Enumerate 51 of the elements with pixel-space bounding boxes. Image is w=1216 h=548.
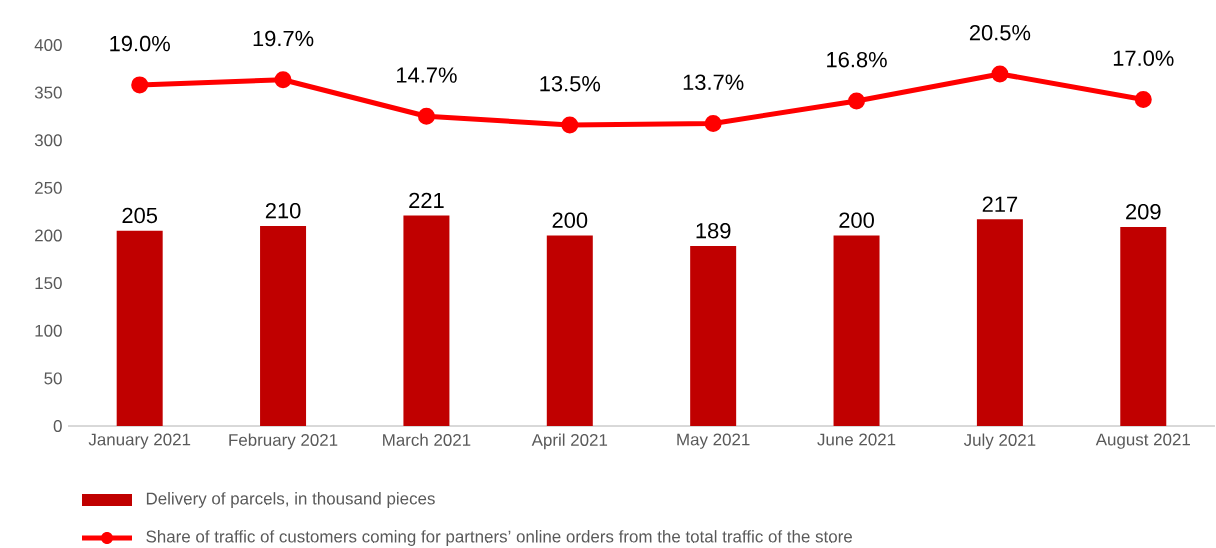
data-label: 14.7% [397,67,457,83]
point [417,107,435,125]
bar [116,230,163,426]
legend-label: Delivery of parcels, in thousand pieces [146,492,435,508]
y-tick-label: 150 [35,277,62,290]
data-label: 20.5% [969,24,1031,41]
bar [260,225,307,426]
y-tick-label: 400 [34,39,62,51]
point [131,76,149,94]
data-label: 200 [839,212,874,228]
bar [403,215,450,426]
data-label: 200 [552,212,588,228]
point [991,65,1009,83]
y-tick-label: 0 [53,420,62,432]
x-tick-label: January 2021 [88,433,191,449]
point [1134,90,1152,108]
bar [690,245,737,426]
bar [546,235,593,426]
bar [833,235,880,426]
point [848,92,866,110]
data-label: 19.7% [253,30,314,47]
data-label: 13.5% [540,75,601,92]
data-label: 210 [265,202,301,219]
x-tick-label: April 2021 [531,433,608,450]
x-tick-label: March 2021 [383,433,471,446]
data-label: 209 [1126,203,1161,220]
x-tick-label: February 2021 [229,433,338,450]
data-label: 189 [696,222,731,239]
bar [976,219,1023,426]
data-label: 221 [409,192,444,208]
data-label: 217 [982,196,1018,212]
point [561,116,579,134]
point [274,71,292,89]
y-tick-label: 100 [35,324,62,337]
point [704,115,722,133]
y-tick-label: 200 [35,229,62,242]
data-label: 19.0% [110,35,170,52]
x-tick-label: June 2021 [817,433,896,446]
x-tick-label: July 2021 [963,433,1036,450]
x-tick-label: May 2021 [677,433,750,449]
legend-label: Share of traffic of customers coming for partners’ online orders from the total traffic of the store [146,530,852,546]
y-tick-label: 350 [34,86,62,99]
y-tick-label: 50 [44,372,62,385]
x-tick-label: August 2021 [1095,433,1190,449]
y-tick-label: 300 [34,134,62,147]
y-tick-label: 250 [35,181,62,194]
data-label: 16.8% [827,51,887,68]
data-label: 205 [122,207,158,224]
bar [1120,226,1167,426]
data-label: 13.7% [683,74,744,91]
data-label: 17.0% [1113,50,1174,66]
